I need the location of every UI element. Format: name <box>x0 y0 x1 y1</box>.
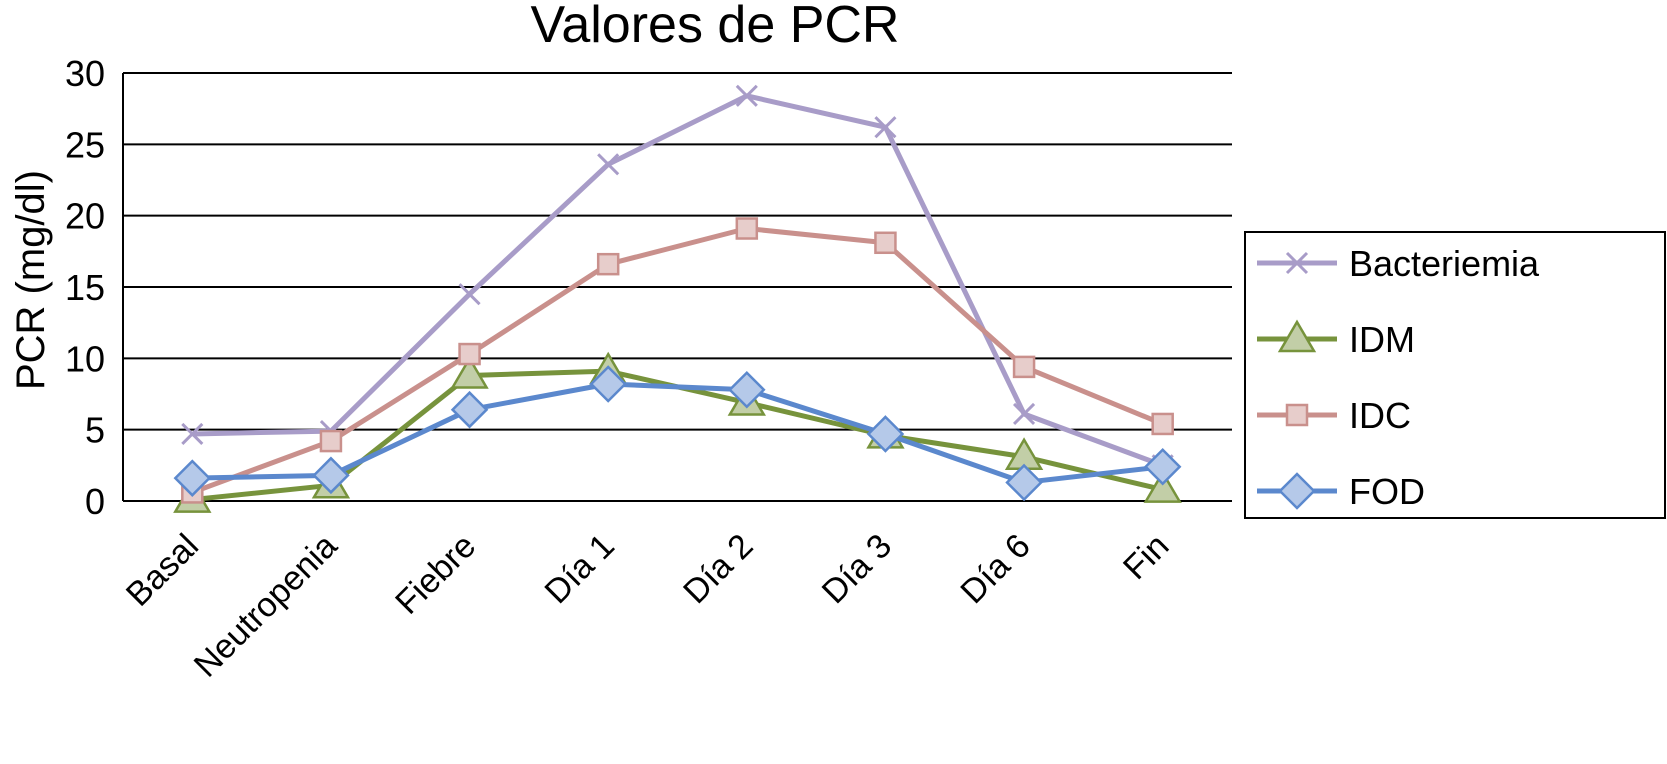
data-point <box>735 84 758 107</box>
legend-item: IDC <box>1257 395 1411 436</box>
x-tick-label: Basal <box>119 527 206 614</box>
data-point <box>450 355 489 389</box>
data-point <box>1012 355 1036 379</box>
x-tick-label: Día 6 <box>953 527 1037 611</box>
y-tick-label: 10 <box>65 338 105 379</box>
series-line <box>192 93 1164 468</box>
data-point <box>1143 470 1182 503</box>
data-point <box>181 422 204 446</box>
data-point <box>728 370 766 409</box>
data-point <box>1151 412 1174 436</box>
y-tick-label: 5 <box>85 410 105 451</box>
series-line <box>191 226 1164 495</box>
data-point <box>450 390 489 429</box>
y-axis-ticks: 0 5 10 15 20 25 30 <box>65 53 105 522</box>
legend: Bacteriemia IDM IDC FOD <box>1244 231 1666 519</box>
series-lines <box>173 84 1182 513</box>
x-tick-label: Fin <box>1116 527 1176 587</box>
y-tick-label: 30 <box>65 53 105 94</box>
legend-item: FOD <box>1257 471 1425 512</box>
series-idc <box>181 217 1174 504</box>
legend-label: FOD <box>1349 471 1425 512</box>
legend-box <box>1244 231 1666 519</box>
data-point <box>173 459 212 497</box>
data-point <box>597 153 620 176</box>
data-point <box>735 217 759 240</box>
data-point <box>866 415 905 453</box>
y-tick-label: 20 <box>65 196 105 237</box>
y-tick-label: 0 <box>85 481 105 522</box>
y-tick-label: 25 <box>65 124 105 165</box>
data-point <box>1143 447 1182 486</box>
legend-marker <box>1285 251 1309 275</box>
series-fod <box>173 365 1182 502</box>
legend-label: IDC <box>1349 395 1411 436</box>
legend-item: IDM <box>1257 319 1415 360</box>
data-point <box>589 365 627 403</box>
gridlines <box>122 72 1232 502</box>
data-point <box>458 283 481 306</box>
x-tick-label: Neutropenia <box>187 527 345 685</box>
data-point <box>319 429 343 453</box>
data-point <box>596 252 620 276</box>
x-tick-label: Día 1 <box>538 527 622 611</box>
y-tick-label: 15 <box>65 267 105 308</box>
x-tick-label: Día 3 <box>815 527 899 611</box>
x-tick-label: Día 2 <box>676 527 760 611</box>
legend-marker <box>1285 403 1309 427</box>
x-tick-label: Fiebre <box>388 527 483 622</box>
legend-marker <box>1277 319 1317 353</box>
legend-marker <box>1278 472 1316 510</box>
data-point <box>874 231 897 255</box>
legend-label: Bacteriemia <box>1349 243 1540 284</box>
y-axis-label: PCR (mg/dl) <box>9 170 53 390</box>
data-point <box>874 116 897 139</box>
data-point <box>458 342 481 366</box>
series-line <box>192 381 1163 485</box>
data-point <box>1012 402 1036 426</box>
legend-item: Bacteriemia <box>1257 243 1540 284</box>
chart-title: Valores de PCR <box>531 0 900 54</box>
legend-label: IDM <box>1349 319 1415 360</box>
data-point <box>312 456 350 495</box>
data-point <box>1005 463 1043 502</box>
